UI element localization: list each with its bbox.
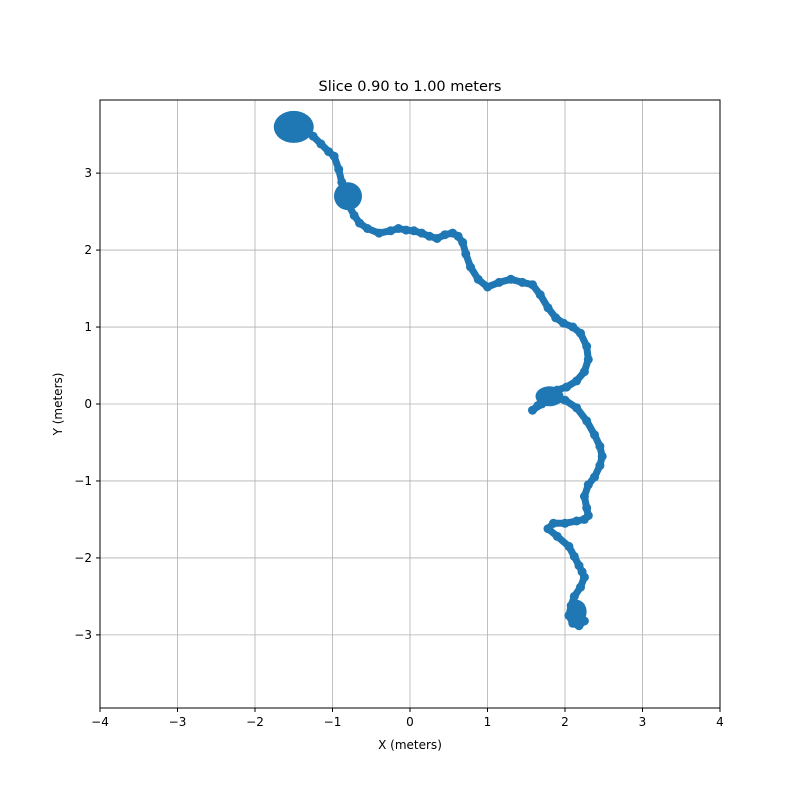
data-point [582,341,592,351]
data-point [374,228,384,238]
data-point [528,280,537,290]
series-group [285,116,607,631]
x-tick-label: 4 [716,715,724,729]
data-point [528,405,537,415]
x-tick-label: 3 [639,715,647,729]
x-axis-label: X (meters) [378,738,442,752]
data-point [466,262,475,272]
y-axis-label: Y (meters) [51,373,65,437]
data-point [543,524,553,534]
data-point [572,516,582,526]
data-point [506,274,516,284]
data-point [582,416,592,426]
data-point [535,290,545,300]
data-point [552,531,562,541]
data-point [355,218,365,228]
data-point [582,503,592,513]
data-point [349,210,359,220]
data-point [572,376,582,386]
data-point [362,224,372,233]
data-point [572,403,582,413]
data-point [583,480,593,490]
data-point [543,303,553,313]
data-point [494,277,504,287]
x-tick-label: 1 [484,715,492,729]
data-point [473,274,483,284]
data-point [579,572,589,582]
data-point [401,225,411,235]
y-tick-label: −3 [74,628,92,642]
data-point [559,318,568,328]
data-point [564,541,574,551]
chart-title: Slice 0.90 to 1.00 meters [319,79,502,95]
data-point [590,430,599,440]
y-tick-label: −1 [74,474,92,488]
data-point [551,313,561,323]
data-point [568,322,578,332]
data-point [562,382,571,392]
data-point [440,230,450,240]
data-cluster [566,599,587,624]
data-point [576,582,585,592]
data-point [334,164,344,174]
x-tick-label: 0 [406,715,414,729]
data-point [576,328,585,338]
data-point [424,231,434,241]
data-point [597,451,607,461]
data-point [560,518,570,528]
data-point [595,461,605,471]
data-point [329,151,339,161]
y-tick-label: −2 [74,551,92,565]
data-point [409,226,419,236]
data-point [483,282,492,292]
data-point [569,551,579,561]
data-point [461,249,471,259]
x-tick-label: −4 [91,715,109,729]
x-tick-label: −1 [324,715,342,729]
x-tick-label: −2 [246,715,264,729]
data-point [432,234,442,243]
data-cluster [273,110,314,143]
data-point [417,228,427,238]
y-tick-label: 3 [84,166,92,180]
data-point [453,231,463,241]
x-tick-label: 2 [561,715,569,729]
data-cluster [535,386,564,407]
axis-ticks: −4 −3 −2 −1 0 1 2 3 4 −3 −2 −1 0 1 2 3 [74,166,724,729]
data-point [595,441,605,451]
y-tick-label: 2 [84,243,92,257]
data-cluster [334,182,362,211]
y-tick-label: 0 [84,397,92,411]
grid-lines [99,100,721,708]
x-tick-label: −3 [169,715,187,729]
data-point [386,226,396,236]
data-point [579,367,589,377]
data-point [579,491,589,501]
data-point [393,224,403,233]
data-point [517,277,527,287]
data-point [579,514,589,524]
y-tick-label: 1 [84,320,92,334]
data-point [458,237,468,247]
data-series [273,110,607,631]
data-point [590,472,599,482]
data-point [583,354,593,364]
data-point [316,139,326,149]
data-point [569,591,579,601]
